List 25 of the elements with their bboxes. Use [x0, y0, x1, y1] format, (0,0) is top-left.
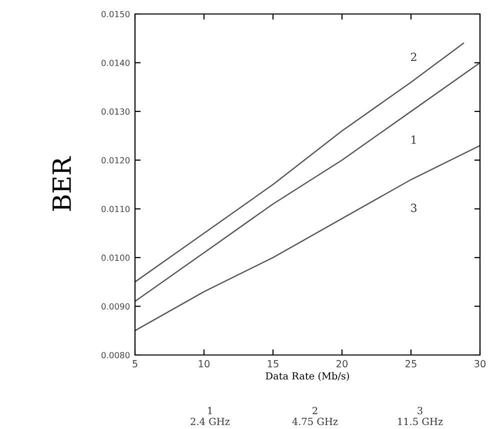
text: 2 4.75 GHz	[292, 406, 338, 426]
x-tick-label: 5	[132, 360, 138, 368]
x-tick-label: 15	[268, 360, 278, 368]
y-tick-label: 0.0090	[102, 303, 130, 310]
x-tick-label: 30	[474, 360, 486, 368]
x-axis-title: Data Rate (Mb/s)	[266, 372, 349, 381]
text: 3 11.5 GHz	[398, 406, 443, 426]
y-tick-label: 0.0080	[102, 352, 130, 358]
line-series	[135, 144, 480, 332]
y-tick-label: 0.0110	[102, 206, 130, 212]
series-label: 3	[411, 204, 416, 212]
y-axis-title: BER	[52, 156, 71, 211]
y-tick-label: 0.0130	[102, 108, 130, 115]
x-tick-label: 20	[336, 360, 348, 368]
text: 1 2.4 GHz	[190, 406, 230, 426]
y-tick-label: 0.0140	[102, 60, 130, 66]
y-tick-label: 0.0120	[102, 157, 130, 164]
line-series	[135, 42, 464, 283]
series-label: 1	[412, 135, 416, 144]
x-tick-label: 10	[198, 360, 210, 368]
y-tick-label: 0.0150	[102, 10, 130, 18]
x-tick-label: 25	[406, 360, 416, 368]
line-series	[135, 62, 480, 302]
series-label: 2	[410, 52, 416, 61]
y-tick-label: 0.0100	[102, 254, 130, 261]
